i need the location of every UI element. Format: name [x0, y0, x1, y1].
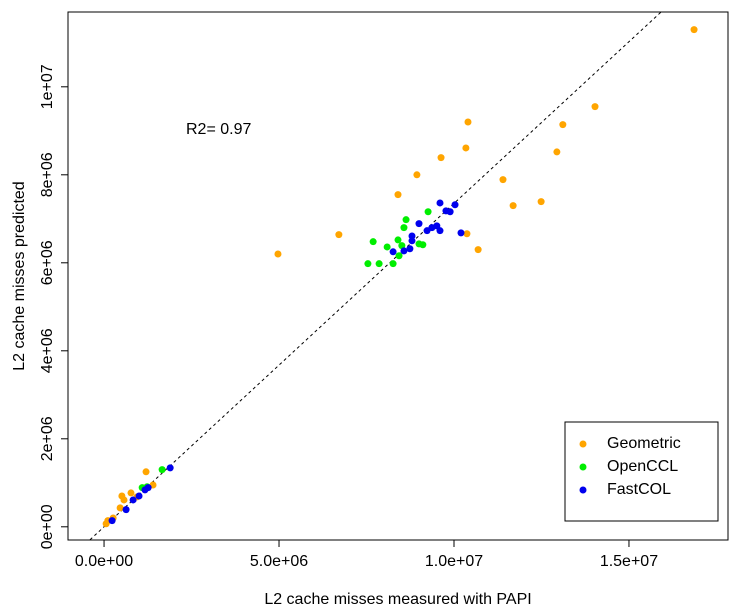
point	[166, 464, 174, 472]
y-tick-label: 4e+06	[39, 328, 56, 373]
y-tick-label: 8e+06	[39, 152, 56, 197]
point	[451, 201, 459, 209]
point	[591, 103, 599, 111]
point	[402, 216, 410, 224]
legend-marker	[579, 463, 587, 471]
point	[464, 118, 472, 126]
point	[474, 246, 482, 254]
point	[394, 236, 402, 244]
point	[463, 230, 471, 238]
point	[419, 241, 427, 249]
point	[415, 220, 423, 228]
y-tick-label: 6e+06	[39, 240, 56, 285]
y-tick-label: 1e+07	[39, 64, 56, 109]
point	[335, 231, 343, 239]
point	[120, 496, 128, 504]
y-tick-label: 2e+06	[39, 416, 56, 461]
point	[142, 468, 150, 476]
point	[446, 208, 454, 216]
legend-label: OpenCCL	[607, 458, 678, 475]
point	[383, 243, 391, 251]
point	[408, 237, 416, 245]
legend-marker	[579, 440, 587, 448]
point	[389, 248, 397, 256]
x-tick-label: 1.0e+07	[425, 553, 483, 570]
point	[436, 199, 444, 207]
point	[406, 245, 414, 253]
annotation: R2= 0.97	[186, 121, 251, 138]
x-tick-label: 5.0e+06	[250, 553, 308, 570]
legend-label: FastCOL	[607, 481, 671, 498]
point	[398, 242, 406, 250]
point	[102, 520, 110, 528]
point	[436, 227, 444, 235]
point	[364, 260, 372, 268]
x-tick-label: 0.0e+00	[75, 553, 133, 570]
point	[437, 154, 445, 162]
point	[499, 176, 507, 184]
point	[122, 506, 130, 514]
point	[274, 250, 282, 258]
point	[408, 232, 416, 240]
point	[129, 496, 137, 504]
legend-label: Geometric	[607, 435, 681, 452]
plot-frame	[67, 11, 729, 541]
point	[369, 238, 377, 246]
point	[389, 260, 397, 268]
point	[400, 247, 408, 255]
point	[690, 26, 698, 34]
y-tick-label: 0e+00	[39, 504, 56, 549]
point	[457, 229, 465, 237]
point	[553, 148, 561, 156]
point	[400, 224, 408, 232]
point	[135, 492, 143, 500]
point	[375, 260, 383, 268]
point	[116, 504, 124, 512]
point	[537, 198, 545, 206]
point	[559, 121, 567, 129]
legend-marker	[579, 486, 587, 494]
point	[108, 517, 116, 525]
point	[462, 144, 470, 152]
point	[424, 208, 432, 216]
point	[127, 489, 135, 497]
point	[413, 171, 421, 179]
point	[158, 466, 166, 474]
x-tick-label: 1.5e+07	[600, 553, 658, 570]
point	[509, 202, 517, 210]
legend-box	[564, 421, 719, 522]
x-axis-title: L2 cache misses measured with PAPI	[264, 591, 531, 608]
point	[394, 191, 402, 199]
y-axis-title: L2 cache misses predicted	[11, 181, 28, 370]
point	[395, 252, 403, 260]
point	[141, 486, 149, 494]
